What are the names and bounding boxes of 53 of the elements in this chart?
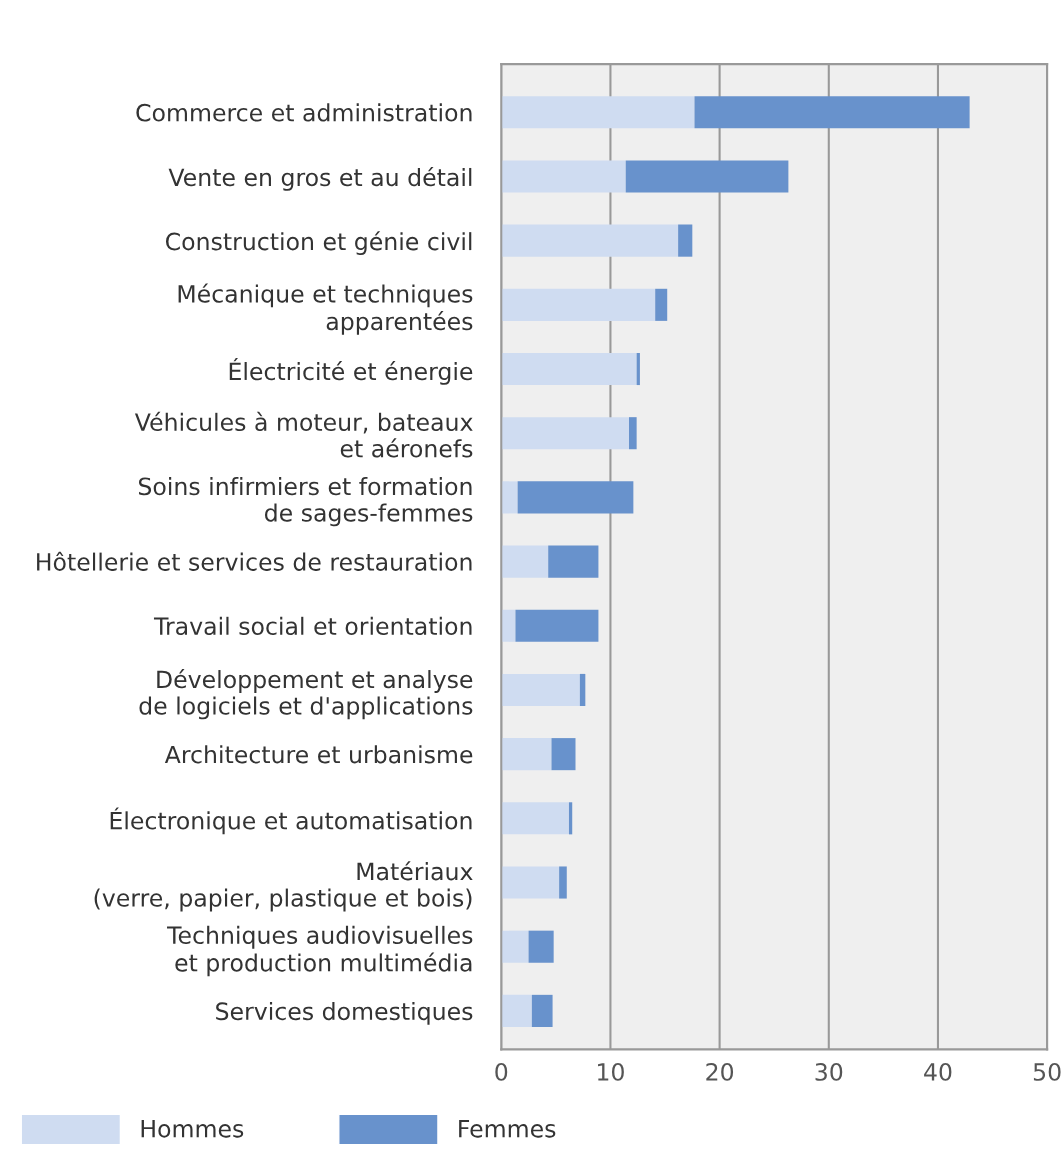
bar bbox=[517, 481, 634, 514]
y-tick-label: Mécanique et techniques apparentées bbox=[178, 283, 473, 335]
bar bbox=[501, 224, 679, 257]
bar bbox=[559, 866, 567, 899]
bar bbox=[629, 417, 637, 450]
y-tick-label: Hôtellerie et services de restauration bbox=[37, 551, 472, 571]
y-tick-label: Développement et analyse de logiciels et d'applications bbox=[139, 669, 473, 720]
bar bbox=[515, 609, 599, 642]
y-tick-label: Techniques audiovisuelles et production multimédia bbox=[167, 925, 473, 977]
bar bbox=[501, 160, 626, 193]
bar bbox=[501, 738, 552, 771]
legend-label: Femmes bbox=[459, 1120, 556, 1138]
y-tick-label: Matériaux (verre, papier, plastique et bois) bbox=[94, 861, 473, 912]
x-tick-label: 0 bbox=[495, 1063, 508, 1081]
y-tick-label: Vente en gros et au détail bbox=[168, 167, 472, 191]
bar bbox=[548, 545, 599, 578]
bar bbox=[531, 994, 553, 1027]
bar bbox=[501, 96, 695, 129]
bar bbox=[501, 802, 569, 835]
x-tick-label: 40 bbox=[924, 1063, 952, 1081]
bar bbox=[528, 930, 554, 963]
bar bbox=[501, 609, 516, 642]
y-tick-label: Soins infirmiers et formation de sages-femmes bbox=[138, 477, 473, 527]
y-tick-label: Services domestiques bbox=[216, 1001, 473, 1025]
y-tick-label: Électronique et automatisation bbox=[110, 807, 472, 835]
x-tick-label: 20 bbox=[706, 1063, 734, 1081]
bar bbox=[501, 417, 629, 450]
bar bbox=[501, 994, 532, 1027]
bar bbox=[501, 481, 518, 514]
y-tick-label: Architecture et urbanisme bbox=[164, 745, 473, 764]
y-tick-label: Véhicules à moteur, bateaux et aéronefs bbox=[134, 411, 473, 458]
bar bbox=[625, 160, 789, 193]
bar bbox=[501, 288, 656, 321]
bar bbox=[501, 673, 580, 706]
bar bbox=[694, 96, 970, 129]
y-tick-label: Commerce et administration bbox=[136, 103, 472, 122]
bar bbox=[501, 930, 529, 963]
x-tick-label: 50 bbox=[1033, 1063, 1061, 1081]
bar bbox=[579, 673, 586, 706]
y-tick-label: Construction et génie civil bbox=[165, 231, 472, 255]
bar bbox=[636, 352, 640, 386]
bar bbox=[501, 866, 560, 899]
x-tick-label: 30 bbox=[815, 1063, 843, 1081]
x-tick-label: 10 bbox=[598, 1063, 624, 1081]
bar bbox=[501, 545, 549, 578]
y-tick-label: Travail social et orientation bbox=[153, 616, 472, 636]
bar bbox=[655, 288, 668, 321]
legend-label: Hommes bbox=[141, 1120, 244, 1138]
bar bbox=[551, 738, 576, 771]
y-tick-label: Électricité et énergie bbox=[229, 358, 473, 385]
bar bbox=[501, 352, 637, 386]
bar bbox=[568, 802, 573, 835]
bar bbox=[678, 224, 693, 257]
